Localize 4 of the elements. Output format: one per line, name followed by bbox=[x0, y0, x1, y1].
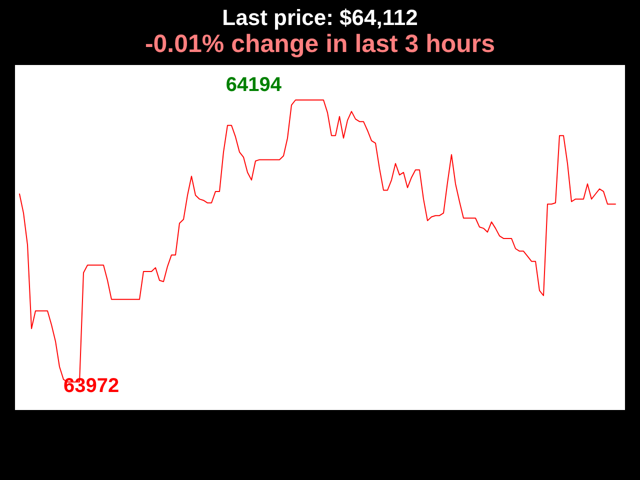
data-label: 64194 bbox=[226, 74, 282, 96]
chart-subtitle: -0.01% change in last 3 hours bbox=[144, 30, 496, 58]
chart-title: Last price: $64,112 bbox=[222, 5, 418, 30]
data-label: 63972 bbox=[64, 375, 120, 397]
